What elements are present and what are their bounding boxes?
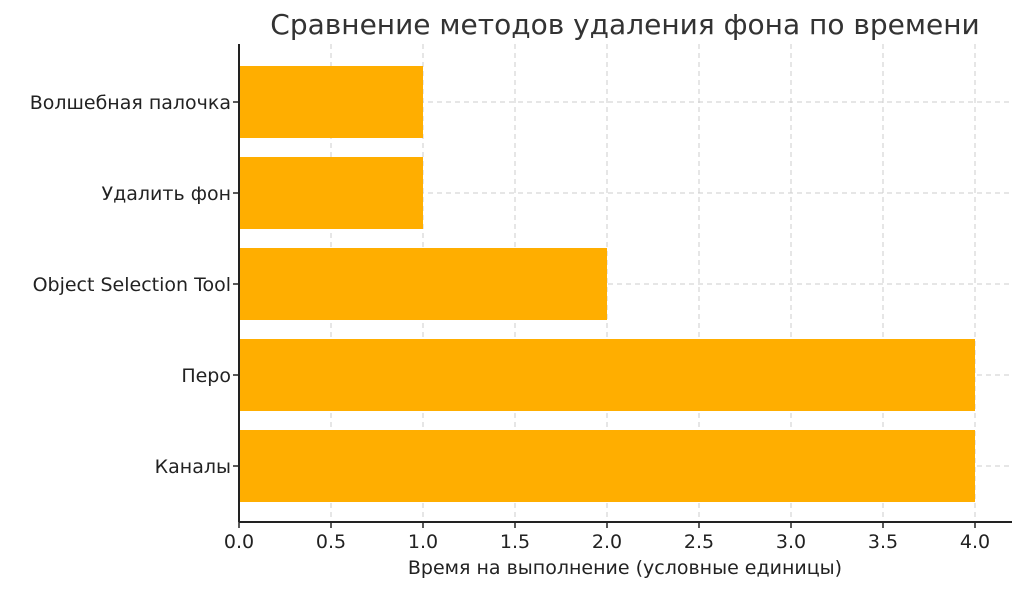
- x-tick-label: 3.5: [868, 531, 898, 553]
- x-tick-label: 3.0: [776, 531, 806, 553]
- y-category-label: Каналы: [155, 456, 231, 478]
- y-category-label: Object Selection Tool: [33, 274, 231, 296]
- x-axis-label: Время на выполнение (условные единицы): [408, 557, 842, 579]
- bars-layer: [239, 66, 975, 502]
- x-tick-label: 1.0: [408, 531, 438, 553]
- x-tick-label: 2.0: [592, 531, 622, 553]
- bar: [239, 339, 975, 411]
- bar: [239, 430, 975, 502]
- x-tick-label: 2.5: [684, 531, 714, 553]
- y-category-label: Удалить фон: [102, 183, 231, 205]
- bar: [239, 248, 607, 320]
- x-tick-label: 4.0: [960, 531, 990, 553]
- x-tick-label: 1.5: [500, 531, 530, 553]
- y-category-label: Перо: [181, 365, 231, 387]
- chart-title: Сравнение методов удаления фона по време…: [270, 8, 979, 41]
- x-tick-label: 0.5: [316, 531, 346, 553]
- bar: [239, 66, 423, 138]
- axes-layer: [233, 44, 1012, 528]
- bar: [239, 157, 423, 229]
- labels-layer: 0.0 0.5 1.0 1.5 2.0 2.5 3.0 3.5 4.0 Волшебная пал…: [30, 92, 990, 553]
- y-category-label: Волшебная палочка: [30, 92, 231, 114]
- x-tick-label: 0.0: [224, 531, 254, 553]
